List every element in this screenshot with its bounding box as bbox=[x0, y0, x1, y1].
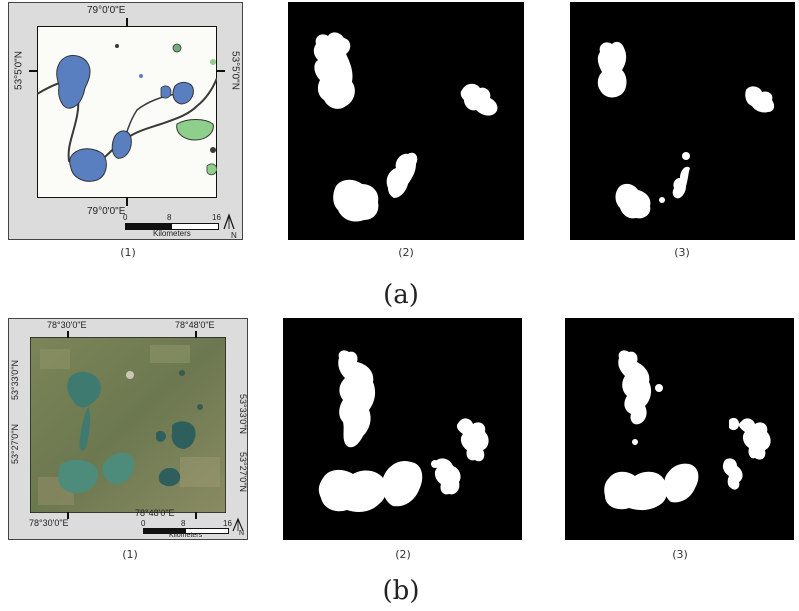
map-left-coord-1: 53°33'0"N bbox=[10, 359, 20, 401]
map-left-coord-2: 53°27'0"N bbox=[10, 423, 20, 465]
north-label: N bbox=[239, 530, 245, 537]
tick-mark bbox=[216, 70, 225, 72]
sublabel-a1: (1) bbox=[120, 246, 136, 259]
map-frame-b: 78°30'0"E 78°48'0"E 78°30'0"E 78°48'0"E … bbox=[8, 318, 248, 540]
map-bottom-coord-1: 78°30'0"E bbox=[29, 518, 69, 528]
map-top-coord-1: 78°30'0"E bbox=[47, 320, 87, 330]
scale-unit: Kilometers bbox=[153, 229, 191, 238]
north-arrow-icon bbox=[232, 517, 244, 532]
map-top-coord-2: 78°48'0"E bbox=[175, 320, 215, 330]
map-top-coord: 79°0'0"E bbox=[87, 5, 126, 16]
tick-mark bbox=[67, 512, 69, 519]
mask-image-b2 bbox=[283, 318, 522, 540]
sublabel-b3: (3) bbox=[672, 548, 688, 561]
scale-unit: Kilometers bbox=[169, 532, 203, 539]
map-bottom-coord: 79°0'0"E bbox=[87, 206, 126, 217]
mask-image-a3 bbox=[570, 2, 795, 240]
map-right-coord: 53°5'0"N bbox=[229, 51, 241, 90]
mask-image-a2 bbox=[288, 2, 524, 240]
sublabel-a2: (2) bbox=[398, 246, 414, 259]
map-bottom-coord-2: 78°48'0"E bbox=[135, 508, 175, 518]
scale-tick-0: 0 bbox=[141, 519, 146, 528]
scale-tick-0: 0 bbox=[123, 213, 128, 222]
scale-tick-16: 16 bbox=[212, 213, 221, 222]
tick-mark bbox=[126, 18, 128, 27]
map-image-a bbox=[37, 26, 217, 198]
mask-image-b3 bbox=[565, 318, 794, 540]
sublabel-a3: (3) bbox=[674, 246, 690, 259]
sublabel-b1: (1) bbox=[122, 548, 138, 561]
tick-mark bbox=[126, 197, 128, 206]
panel-label-a: (a) bbox=[383, 280, 419, 310]
map-right-coord-1: 53°33'0"N bbox=[238, 393, 248, 435]
scale-tick-8: 8 bbox=[181, 519, 186, 528]
map-left-coord: 53°5'0"N bbox=[13, 51, 25, 90]
north-label: N bbox=[231, 231, 237, 240]
map-right-coord-2: 53°27'0"N bbox=[238, 451, 248, 493]
panel-label-b: (b) bbox=[382, 576, 420, 606]
scale-bar bbox=[143, 528, 229, 534]
tick-mark bbox=[29, 70, 38, 72]
tick-mark bbox=[195, 331, 197, 338]
tick-mark bbox=[67, 331, 69, 338]
scale-tick-16: 16 bbox=[223, 519, 232, 528]
satellite-image-b bbox=[30, 337, 226, 513]
scale-tick-8: 8 bbox=[167, 213, 172, 222]
scale-bar bbox=[125, 223, 219, 230]
sublabel-b2: (2) bbox=[395, 548, 411, 561]
map-frame-a: 79°0'0"E 79°0'0"E 53°5'0"N 53°5'0"N 0 8 … bbox=[8, 2, 243, 240]
tick-mark bbox=[195, 512, 197, 519]
north-arrow-icon bbox=[223, 213, 235, 230]
